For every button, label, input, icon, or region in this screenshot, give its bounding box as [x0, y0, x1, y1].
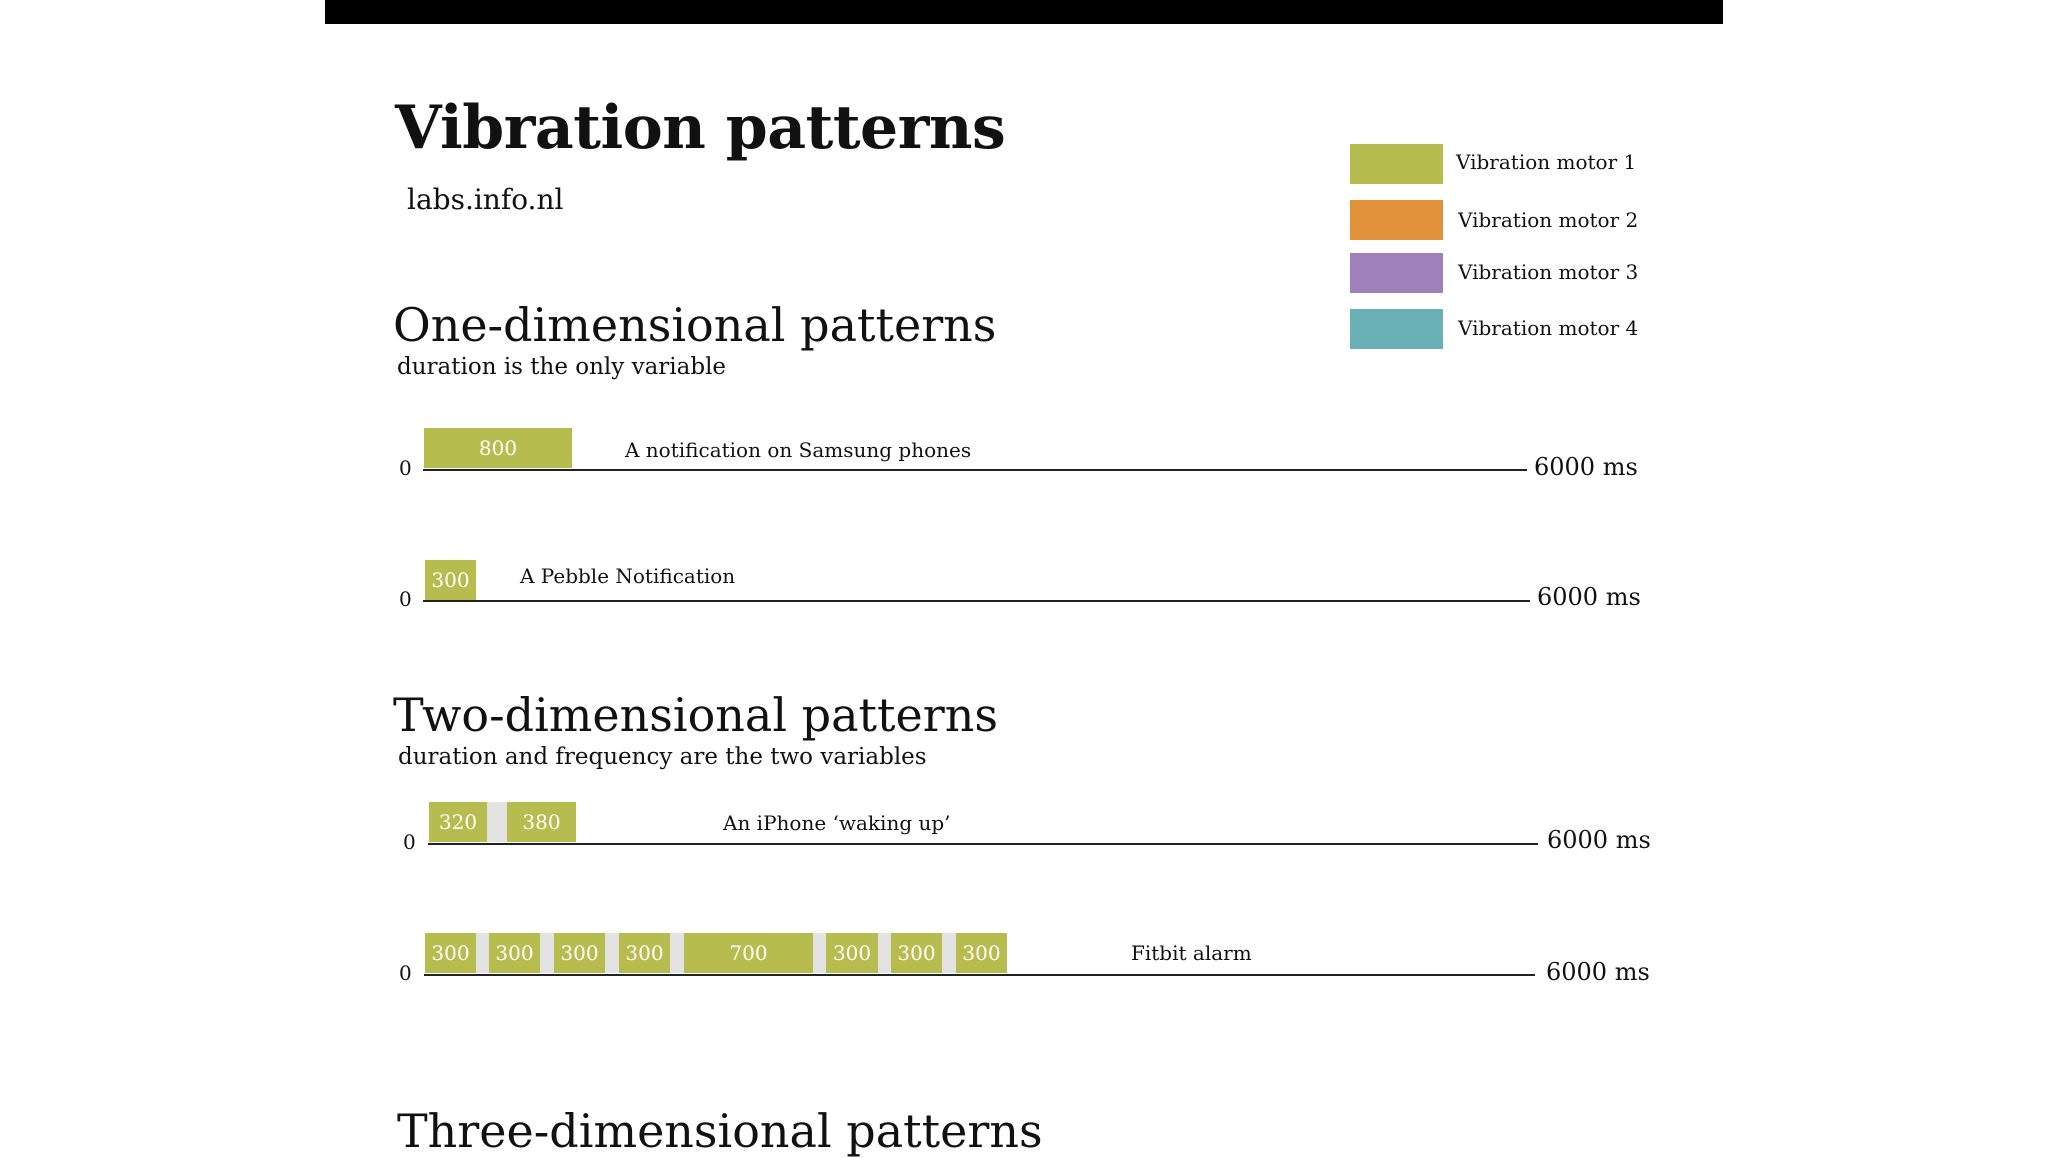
- legend-swatch-motor-2: [1350, 200, 1443, 240]
- timeline-caption: An iPhone ‘waking up’: [723, 811, 951, 835]
- vibration-pulse: 320: [429, 802, 487, 842]
- pulse-gap: [487, 802, 507, 842]
- pulse-gap: [942, 933, 956, 973]
- pulse-gap: [670, 933, 684, 973]
- vibration-pulse: 700: [684, 933, 813, 973]
- vibration-pulse: 300: [425, 933, 476, 973]
- timeline-start-label: 0: [399, 587, 412, 611]
- timeline-start-label: 0: [399, 961, 412, 985]
- timeline-start-label: 0: [403, 830, 416, 854]
- legend-label-motor-2: Vibration motor 2: [1458, 208, 1639, 232]
- legend-swatch-motor-1: [1350, 144, 1443, 184]
- section-subtitle-two-dimensional: duration and frequency are the two varia…: [398, 744, 927, 770]
- section-title-one-dimensional: One-dimensional patterns: [393, 298, 997, 352]
- pulse-gap: [878, 933, 891, 973]
- vibration-pulse: 380: [507, 802, 576, 842]
- timeline-end-label: 6000 ms: [1537, 583, 1641, 611]
- vibration-pulse: 300: [619, 933, 670, 973]
- pulse-gap: [605, 933, 619, 973]
- page-title: Vibration patterns: [395, 93, 1006, 163]
- vibration-pulse: 300: [891, 933, 942, 973]
- timeline-end-label: 6000 ms: [1547, 826, 1651, 854]
- vibration-pulse: 300: [425, 560, 476, 600]
- section-subtitle-one-dimensional: duration is the only variable: [397, 354, 727, 380]
- legend-label-motor-4: Vibration motor 4: [1458, 316, 1639, 340]
- vibration-pulse: 300: [826, 933, 878, 973]
- pulse-gap: [813, 933, 826, 973]
- legend-swatch-motor-3: [1350, 253, 1443, 293]
- legend-label-motor-3: Vibration motor 3: [1458, 260, 1639, 284]
- vibration-pulse: 300: [489, 933, 540, 973]
- timeline-caption: A Pebble Notification: [520, 564, 736, 588]
- timeline-axis: [423, 469, 1527, 471]
- timeline-start-label: 0: [399, 456, 412, 480]
- pulse-gap: [540, 933, 554, 973]
- vibration-pulse: 300: [956, 933, 1007, 973]
- timeline-caption: Fitbit alarm: [1131, 941, 1252, 965]
- top-bar: [325, 0, 1723, 24]
- timeline-axis: [423, 600, 1530, 602]
- vibration-pulse: 800: [424, 428, 572, 468]
- timeline-axis: [428, 843, 1538, 845]
- section-title-two-dimensional: Two-dimensional patterns: [393, 688, 998, 742]
- vibration-pulse: 300: [554, 933, 605, 973]
- slide-page: Vibration patterns labs.info.nl Vibratio…: [325, 0, 1723, 1158]
- timeline-end-label: 6000 ms: [1546, 958, 1650, 986]
- legend-label-motor-1: Vibration motor 1: [1456, 150, 1637, 174]
- site-url: labs.info.nl: [407, 183, 564, 216]
- legend-swatch-motor-4: [1350, 309, 1443, 349]
- section-title-three-dimensional: Three-dimensional patterns: [397, 1104, 1043, 1158]
- timeline-end-label: 6000 ms: [1534, 453, 1638, 481]
- pulse-gap: [476, 933, 489, 973]
- timeline-caption: A notification on Samsung phones: [625, 438, 972, 462]
- timeline-axis: [424, 974, 1535, 976]
